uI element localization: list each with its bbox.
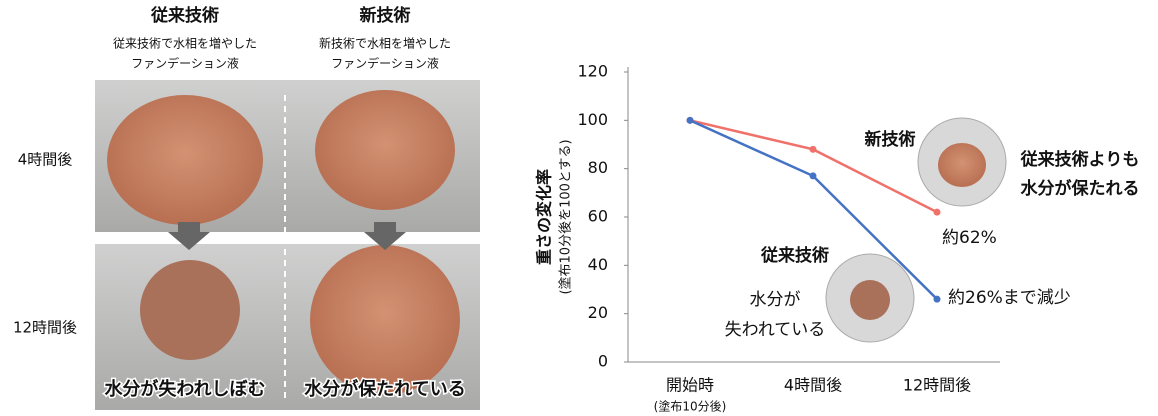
y-tick-label: 80 xyxy=(588,158,608,177)
photo-caption: 水分が保たれている xyxy=(304,378,465,400)
series-label: 従来技術 xyxy=(760,245,829,266)
value-label: 約62% xyxy=(942,228,997,248)
column-description: 従来技術で水相を増やした xyxy=(113,37,257,51)
annotation: 水分が xyxy=(750,290,801,310)
sample xyxy=(315,90,455,210)
column-description: 新技術で水相を増やした xyxy=(319,36,451,51)
series-label: 新技術 xyxy=(865,129,916,150)
column-title: 従来技術 xyxy=(150,5,219,26)
sample xyxy=(938,143,986,187)
arrow xyxy=(364,222,406,250)
row-label: 4時間後 xyxy=(18,151,73,169)
annotation: 水分が保たれる xyxy=(1021,178,1140,199)
y-tick-label: 120 xyxy=(577,62,608,81)
point xyxy=(933,208,941,216)
column-title: 新技術 xyxy=(360,5,411,26)
sample xyxy=(140,260,240,360)
sample xyxy=(850,280,890,320)
point xyxy=(809,172,817,180)
annotation: 失われている xyxy=(725,320,826,340)
point xyxy=(809,145,817,153)
y-tick-label: 0 xyxy=(598,352,608,371)
point xyxy=(686,116,694,124)
annotation: 従来技術よりも xyxy=(1020,149,1140,170)
point xyxy=(933,295,941,303)
y-tick-label: 60 xyxy=(588,207,608,226)
y-sublabel: (塗布10分後を100とする) xyxy=(558,139,574,294)
column-description: ファンデーション液 xyxy=(131,56,239,71)
y-label: 重さの変化率 xyxy=(535,169,554,265)
x-tick-label: 開始時 xyxy=(666,376,714,395)
x-tick-note: (塗布10分後) xyxy=(654,399,727,414)
photos xyxy=(95,80,480,410)
y-tick-label: 100 xyxy=(577,110,608,129)
y-tick-label: 40 xyxy=(588,255,608,274)
sample xyxy=(310,245,460,395)
y-tick-label: 20 xyxy=(588,303,608,322)
column-description: ファンデーション液 xyxy=(331,56,439,71)
sample xyxy=(107,95,263,225)
value-label: 約26%まで減少 xyxy=(948,288,1071,308)
row-label: 12時間後 xyxy=(13,319,77,337)
arrow xyxy=(168,222,210,250)
photo-caption: 水分が失われしぼむ xyxy=(104,378,265,400)
x-tick-label: 4時間後 xyxy=(784,376,842,395)
x-tick-label: 12時間後 xyxy=(903,376,971,395)
